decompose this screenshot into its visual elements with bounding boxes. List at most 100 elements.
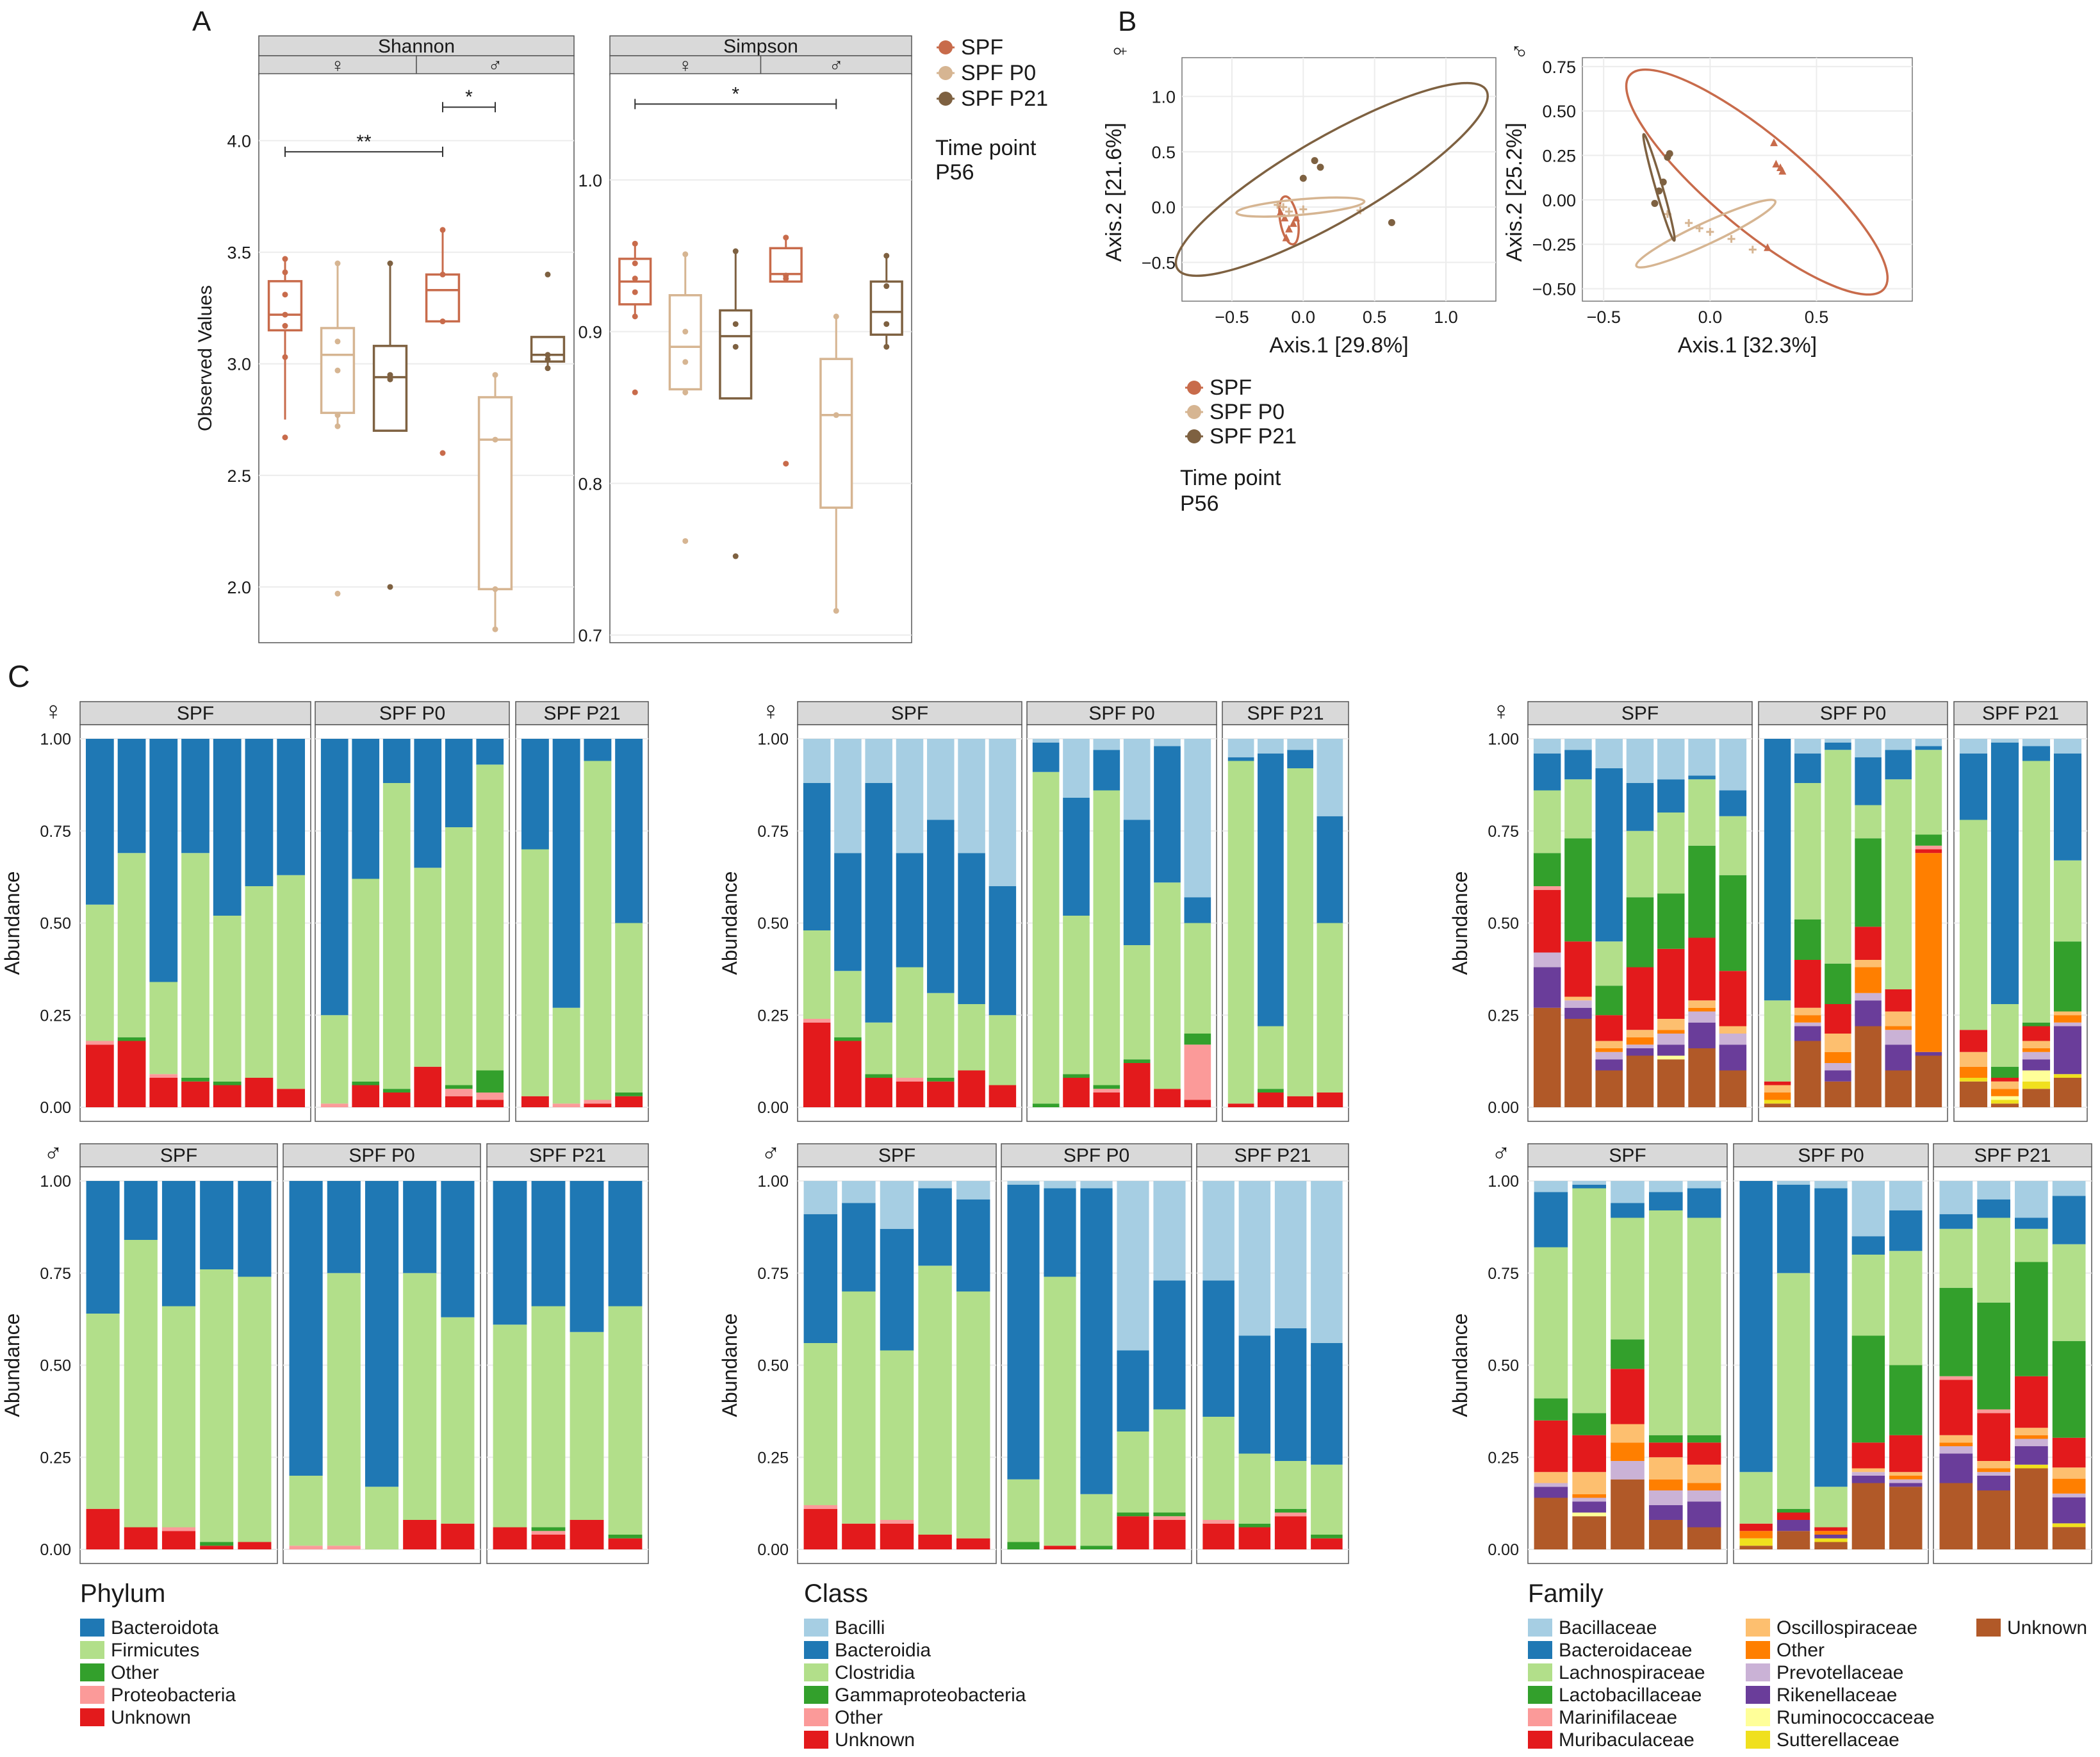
bar-segment-bacteroidota xyxy=(365,1181,399,1487)
bar-segment-bacteroidota xyxy=(200,1181,234,1269)
bar-segment-other xyxy=(615,1093,643,1096)
bar-segment-unknown xyxy=(2015,1468,2048,1549)
bar-segment-lactobacillaceae xyxy=(1626,897,1654,968)
bar-segment-gammaproteobacteria xyxy=(927,1078,955,1082)
panel-b-pcoa: B −0.5 0.0 0.5 1.0 1.0 0.5 0.0 −0.5 Axis.1 [29.8%… xyxy=(1102,6,1913,516)
bar-segment-bacteroidia xyxy=(956,1199,990,1292)
bar-segment-gammaproteobacteria xyxy=(1063,1074,1090,1078)
box-point xyxy=(387,584,393,590)
bar-segment-lachnospiraceae xyxy=(1814,1487,1848,1528)
bar-segment-bacilli xyxy=(956,1181,990,1200)
box-point xyxy=(632,276,638,282)
y-tick-label: 0.0 xyxy=(1151,198,1176,217)
bar-segment-oscillospiraceae xyxy=(1977,1461,2010,1469)
pcoa-point xyxy=(1282,233,1290,242)
box-iqr xyxy=(819,358,853,509)
pcoa-point xyxy=(1772,160,1780,168)
bar-segment-muribaculaceae xyxy=(1564,941,1592,997)
group-strip xyxy=(1222,701,1349,725)
bar-segment-rikenellaceae xyxy=(1885,1044,1912,1071)
bar-segment-bacillaceae xyxy=(1776,1181,1810,1185)
bar-segment-clostridia xyxy=(1154,882,1181,1089)
bar-segment-bacilli xyxy=(1063,739,1090,798)
box-point xyxy=(439,271,446,277)
bar-segment-bacteroidaceae xyxy=(1688,775,1716,780)
bar-segment-other xyxy=(181,1078,209,1082)
bar-segment-other xyxy=(1885,1026,1912,1030)
bar-segment-clostridia xyxy=(1153,1409,1186,1513)
bar-segment-lactobacillaceae xyxy=(1977,1302,2010,1410)
legend-label: Lactobacillaceae xyxy=(1559,1685,1702,1706)
bar-segment-unknown xyxy=(865,1078,892,1107)
bar-segment-lachnospiraceae xyxy=(1648,1210,1683,1435)
bar-segment-prevotellaceae xyxy=(2053,1022,2082,1027)
group-strip-label: SPF xyxy=(177,703,214,724)
bar-segment-bacilli xyxy=(1032,739,1060,743)
bar-segment-bacilli xyxy=(1123,739,1151,820)
bar-segment-unknown xyxy=(1814,1542,1848,1549)
bar-segment-proteobacteria xyxy=(552,1103,580,1107)
box-male-spf-p0 xyxy=(477,372,513,632)
bar-segment-muribaculaceae xyxy=(1687,1442,1721,1465)
bar-segment-muribaculaceae xyxy=(1648,1442,1683,1458)
bar-segment-unknown xyxy=(608,1538,643,1549)
y-tick-label: 0.75 xyxy=(1488,823,1519,841)
bar-segment-marinifilaceae xyxy=(1939,1376,1973,1380)
legend-swatch xyxy=(804,1708,828,1726)
y-tick-label: 0.00 xyxy=(757,1099,789,1117)
stacked-bar xyxy=(238,1181,272,1549)
pcoa-panel xyxy=(1582,57,1913,302)
legend-label: Proteobacteria xyxy=(111,1685,236,1706)
bar-segment-oscillospiraceae xyxy=(2052,1467,2086,1479)
bar-segment-bacilli xyxy=(927,739,955,820)
bar-segment-rikenellaceae xyxy=(1657,1044,1685,1056)
bar-segment-oscillospiraceae xyxy=(1687,1464,1721,1483)
stacked-bar xyxy=(86,1181,120,1549)
bar-segment-unknown xyxy=(1572,1516,1607,1549)
legend-swatch xyxy=(1528,1641,1552,1659)
stacked-bar xyxy=(1814,1181,1848,1549)
bar-segment-bacteroidaceae xyxy=(1533,754,1561,791)
bar-segment-lachnospiraceae xyxy=(1959,820,1988,1030)
bar-segment-muribaculaceae xyxy=(1794,960,1821,1008)
bar-segment-prevotellaceae xyxy=(2052,1493,2086,1497)
stacked-bar xyxy=(441,1181,475,1549)
bar-segment-bacteroidia xyxy=(1117,1350,1149,1431)
y-tick-label: 1.00 xyxy=(1488,1173,1519,1191)
bar-segment-lactobacillaceae xyxy=(1794,919,1821,960)
y-tick-label: 0.00 xyxy=(40,1541,71,1559)
pcoa-point xyxy=(1706,227,1714,236)
bar-segment-prevotellaceae xyxy=(1688,1011,1716,1023)
bar-segment-bacteroidia xyxy=(1007,1184,1040,1480)
bar-segment-bacilli xyxy=(1154,739,1181,747)
bar-segment-unknown xyxy=(403,1520,437,1549)
bar-segment-lachnospiraceae xyxy=(1825,750,1851,964)
panel-label-c: C xyxy=(8,660,30,694)
bar-segment-bacteroidia xyxy=(1063,798,1090,916)
box-male-spf-p21 xyxy=(869,252,903,350)
legend-label: Bacteroidaceae xyxy=(1559,1640,1692,1661)
bar-segment-bacteroidota xyxy=(161,1181,196,1307)
bar-segment-unknown xyxy=(1739,1546,1773,1549)
bar-segment-unknown xyxy=(1825,1081,1851,1107)
bar-segment-firmicutes xyxy=(382,783,411,1089)
bar-segment-bacillaceae xyxy=(1855,739,1882,757)
bar-segment-clostridia xyxy=(1202,1417,1235,1520)
bar-segment-oscillospiraceae xyxy=(1764,1085,1791,1093)
stacked-bar xyxy=(1564,739,1592,1107)
bar-segment-bacillaceae xyxy=(1657,739,1685,780)
pcoa-point xyxy=(1279,203,1288,211)
bar-segment-gammaproteobacteria xyxy=(834,1037,862,1041)
box-point xyxy=(732,553,739,559)
group-strip-label: SPF P21 xyxy=(1974,1145,2051,1166)
bar-segment-lachnospiraceae xyxy=(1719,816,1747,875)
y-tick-label: 1.00 xyxy=(1488,730,1519,748)
bar-segment-bacteroidaceae xyxy=(2015,1217,2048,1229)
bar-segment-oscillospiraceae xyxy=(1564,996,1592,1001)
pcoa-point xyxy=(1281,213,1289,222)
bar-segment-bacillaceae xyxy=(1564,739,1592,750)
stacked-bar xyxy=(1915,739,1942,1107)
bar-segment-muribaculaceae xyxy=(2052,1437,2086,1468)
bar-segment-lachnospiraceae xyxy=(1688,779,1716,846)
bar-segment-clostridia xyxy=(834,971,862,1037)
